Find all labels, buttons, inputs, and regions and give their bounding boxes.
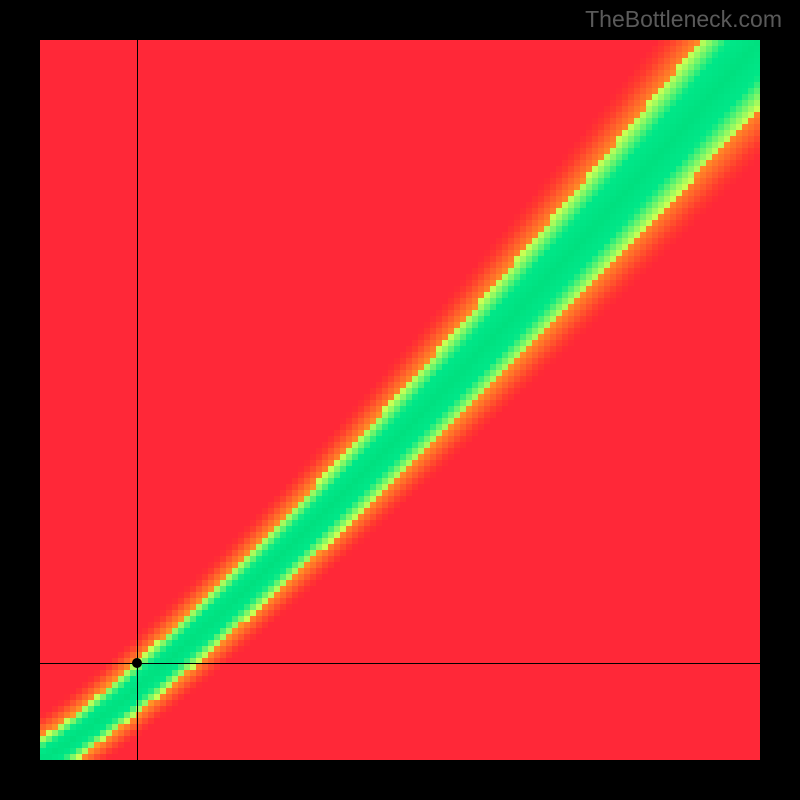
heatmap-plot bbox=[40, 40, 760, 760]
crosshair-horizontal bbox=[40, 663, 760, 664]
heatmap-canvas bbox=[40, 40, 760, 760]
crosshair-vertical bbox=[137, 40, 138, 760]
watermark-text: TheBottleneck.com bbox=[585, 6, 782, 33]
chart-container: TheBottleneck.com bbox=[0, 0, 800, 800]
crosshair-marker bbox=[132, 658, 142, 668]
